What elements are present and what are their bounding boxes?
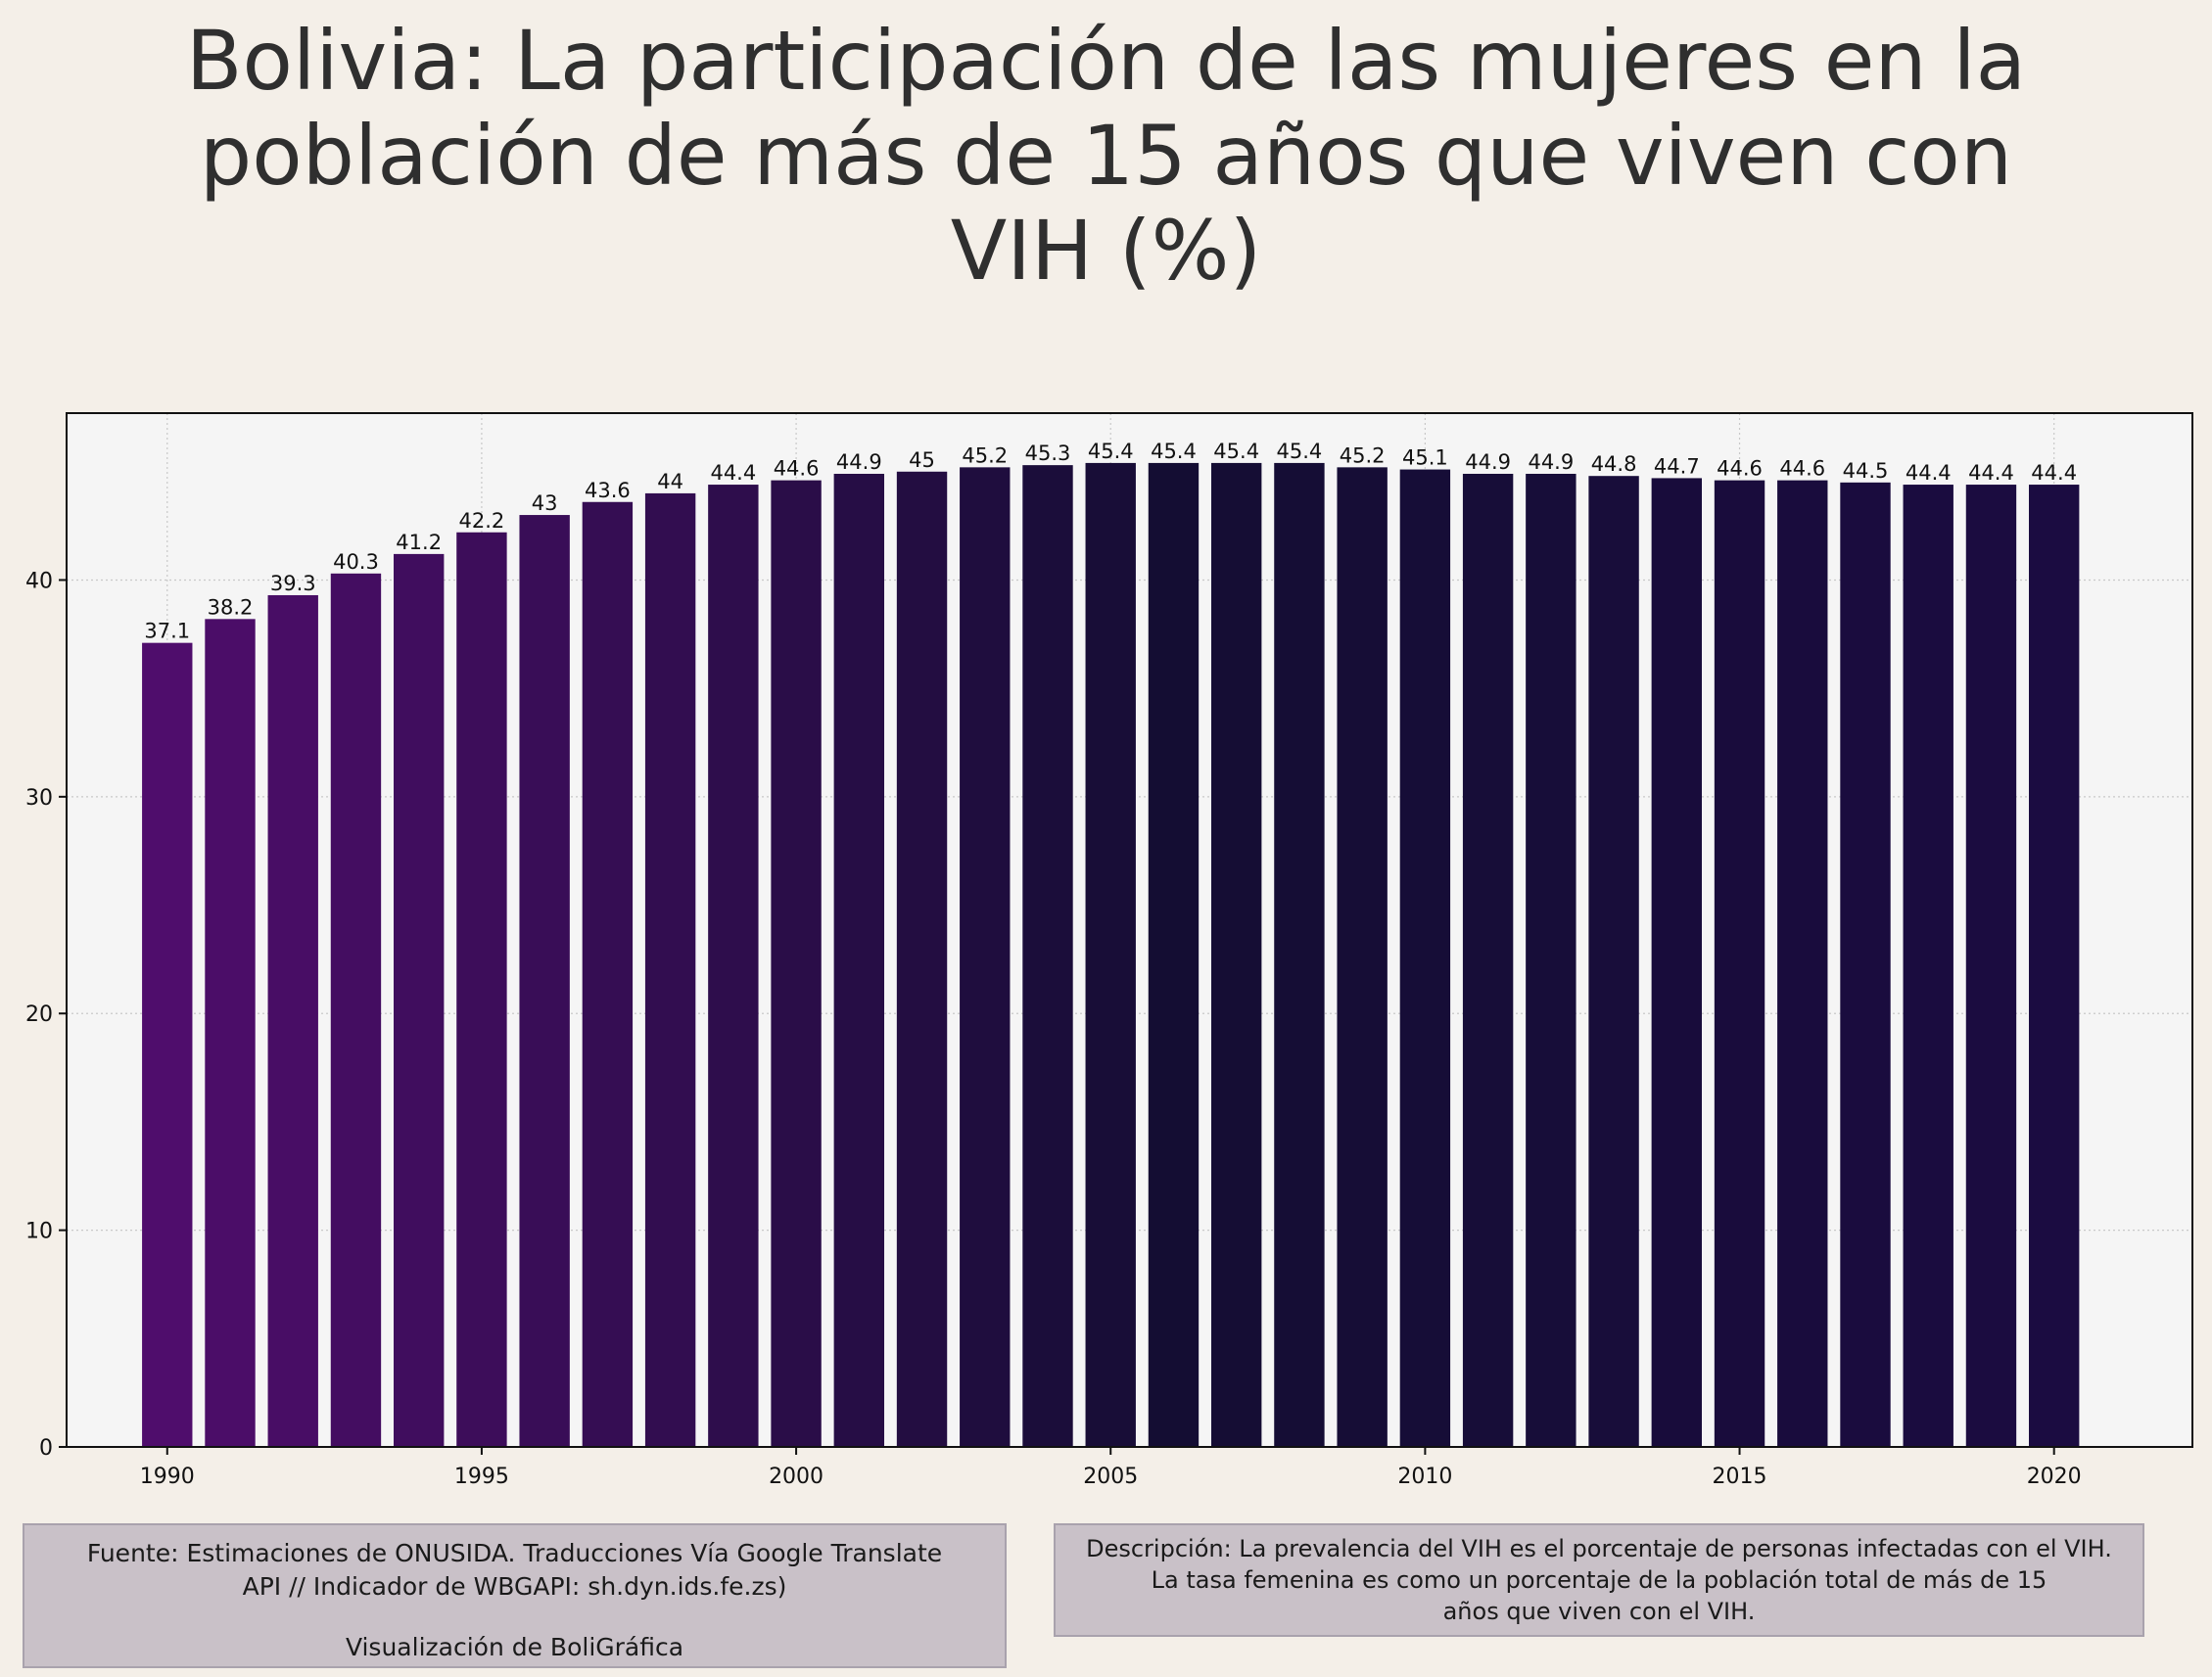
bar-1993: [330, 573, 382, 1447]
y-tick-label: 10: [25, 1220, 53, 1244]
bar-2019: [1965, 485, 2017, 1447]
bar-label-1994: 41.2: [396, 531, 442, 554]
x-tick-label: 2010: [1397, 1465, 1452, 1489]
bar-2006: [1148, 462, 1200, 1448]
bar-1995: [456, 532, 507, 1447]
bar-1996: [519, 515, 570, 1447]
bar-label-2008: 45.4: [1277, 440, 1323, 463]
bar-label-2017: 44.5: [1843, 459, 1889, 483]
chart-title: Bolivia: La participación de las mujeres…: [0, 0, 2212, 323]
bar-2018: [1903, 485, 1953, 1447]
bar-1999: [708, 485, 759, 1447]
bar-label-2016: 44.6: [1779, 457, 1825, 481]
bar-2003: [960, 467, 1011, 1447]
bar-label-2014: 44.7: [1654, 454, 1700, 478]
bar-label-2004: 45.3: [1025, 442, 1071, 465]
x-tick-label: 2015: [1713, 1465, 1767, 1489]
title-line-1: Bolivia: La participación de las mujeres…: [185, 13, 2027, 109]
bar-label-1998: 44: [657, 470, 683, 493]
x-axis: 1990 1995 2000 2005 2010 2015 2020: [140, 1447, 2082, 1489]
x-tick-label: 1995: [454, 1465, 509, 1489]
source-line-1: Fuente: Estimaciones de ONUSIDA. Traducc…: [86, 1539, 943, 1567]
x-tick-label: 2000: [769, 1465, 824, 1489]
bar-label-2019: 44.4: [1968, 461, 2014, 485]
bar-2014: [1651, 478, 1702, 1447]
x-tick-label: 2020: [2027, 1465, 2082, 1489]
bar-2007: [1211, 462, 1262, 1448]
source-note: Fuente: Estimaciones de ONUSIDA. Traducc…: [23, 1523, 1007, 1668]
bar-label-2009: 45.2: [1340, 443, 1386, 467]
description-note: Descripción: La prevalencia del VIH es e…: [1054, 1523, 2144, 1637]
bar-2013: [1588, 476, 1639, 1447]
description-line-1: Descripción: La prevalencia del VIH es e…: [1086, 1535, 2112, 1562]
bar-label-1999: 44.4: [710, 461, 756, 485]
bar-1997: [582, 501, 634, 1447]
x-tick-label: 1990: [140, 1465, 195, 1489]
x-tick-label: 2005: [1083, 1465, 1138, 1489]
bar-value-labels: 37.1 38.2 39.3 40.3 41.2 42.2 43 43.6 44 44.4 44.6…: [144, 440, 2077, 643]
bar-1991: [205, 619, 256, 1447]
bar-2015: [1714, 480, 1765, 1448]
bar-chart: 37.1 38.2 39.3 40.3 41.2 42.2 43 43.6 44 44.4 44.6…: [25, 412, 2193, 1489]
bar-2009: [1337, 467, 1388, 1447]
bar-label-2002: 45: [909, 448, 935, 472]
y-tick-label: 0: [39, 1436, 53, 1461]
bar-label-2012: 44.9: [1528, 450, 1574, 474]
bar-1992: [267, 594, 318, 1447]
credit-text: Visualización de BoliGráfica: [345, 1633, 684, 1661]
bar-2016: [1777, 480, 1828, 1448]
bar-label-2000: 44.6: [774, 457, 820, 481]
bar-2011: [1462, 473, 1514, 1447]
bar-label-2020: 44.4: [2031, 461, 2077, 485]
bar-label-1991: 38.2: [208, 595, 254, 619]
bar-1994: [394, 553, 445, 1447]
bar-2001: [833, 473, 884, 1447]
y-axis: 0 10 20 30 40: [25, 569, 67, 1461]
bar-2005: [1085, 462, 1136, 1448]
plot-frame: [66, 412, 2193, 1448]
bar-label-1995: 42.2: [459, 509, 505, 533]
bar-label-2006: 45.4: [1151, 440, 1197, 463]
bar-label-2013: 44.8: [1591, 452, 1637, 476]
bar-label-2010: 45.1: [1402, 446, 1448, 470]
bar-label-1993: 40.3: [333, 550, 379, 574]
bar-label-1996: 43: [532, 491, 558, 515]
bar-label-2007: 45.4: [1213, 440, 1259, 463]
bar-2010: [1399, 469, 1451, 1447]
y-tick-label: 20: [25, 1002, 53, 1027]
bar-1998: [644, 492, 696, 1447]
description-line-3: años que viven con el VIH.: [1442, 1598, 1756, 1625]
bar-1990: [142, 642, 193, 1447]
bar-2012: [1526, 473, 1577, 1447]
bar-label-2005: 45.4: [1088, 440, 1134, 463]
source-line-2: API // Indicador de WBGAPI: sh.dyn.ids.f…: [242, 1572, 787, 1601]
bar-label-2001: 44.9: [836, 450, 882, 474]
title-line-2: población de más de 15 años que viven co…: [199, 108, 2013, 204]
bar-2020: [2029, 485, 2080, 1447]
bar-2004: [1022, 465, 1073, 1447]
y-tick-label: 40: [25, 569, 53, 593]
description-line-2: La tasa femenina es como un porcentaje d…: [1151, 1566, 2047, 1594]
bar-label-2003: 45.2: [962, 443, 1008, 467]
bar-2017: [1840, 482, 1891, 1447]
bar-label-1997: 43.6: [585, 479, 631, 502]
title-line-3: VIH (%): [950, 203, 1262, 299]
y-tick-label: 30: [25, 786, 53, 811]
bar-label-1990: 37.1: [144, 620, 190, 643]
bar-label-2011: 44.9: [1465, 450, 1511, 474]
bar-2008: [1274, 462, 1325, 1448]
bar-2000: [771, 480, 822, 1448]
bar-label-2018: 44.4: [1906, 461, 1952, 485]
bar-label-1992: 39.3: [270, 572, 316, 595]
bars: [142, 462, 2080, 1448]
bar-label-2015: 44.6: [1717, 457, 1763, 481]
bar-2002: [896, 471, 948, 1448]
